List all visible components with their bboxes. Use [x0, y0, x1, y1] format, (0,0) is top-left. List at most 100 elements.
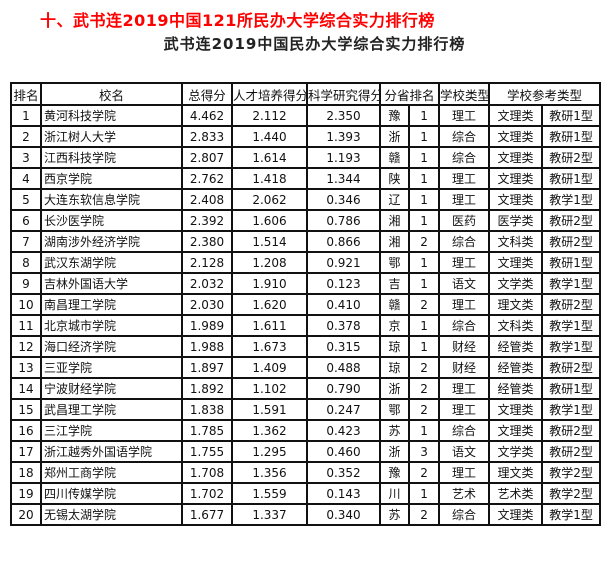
province-cell: 京	[379, 314, 410, 337]
reference-type-cell: 教学1型	[541, 398, 602, 421]
school-type-cell: 语文	[438, 440, 491, 463]
category-cell: 理文类	[488, 293, 544, 316]
category-cell: 文学类	[488, 272, 544, 295]
province-cell: 琼	[379, 356, 410, 379]
reference-type-cell: 教研2型	[541, 146, 602, 169]
research-score-cell: 0.247	[306, 398, 381, 421]
table-row: 19 四川传媒学院 1.702 1.559 0.143 川 1 艺术 艺术类 教学2型	[10, 482, 602, 505]
province-rank-cell: 2	[407, 461, 441, 484]
table-row: 5 大连东软信息学院 2.408 2.062 0.346 辽 1 理工 文理类 教学1型	[10, 188, 602, 211]
rank-cell: 6	[10, 209, 42, 232]
research-score-cell: 0.340	[306, 503, 381, 526]
reference-type-cell: 教研1型	[541, 251, 602, 274]
table-row: 8 武汉东湖学院 2.128 1.208 0.921 鄂 1 理工 文理类 教研1型	[10, 251, 602, 274]
province-cell: 浙	[379, 125, 410, 148]
rank-cell: 16	[10, 419, 42, 442]
table-row: 4 西京学院 2.762 1.418 1.344 陕 1 理工 文理类 教研1型	[10, 167, 602, 190]
rank-cell: 8	[10, 251, 42, 274]
total-score-cell: 2.833	[181, 125, 233, 148]
category-cell: 理文类	[488, 461, 544, 484]
school-type-cell: 综合	[438, 503, 491, 526]
school-type-cell: 综合	[438, 125, 491, 148]
reference-type-cell: 教学1型	[541, 188, 602, 211]
rank-cell: 10	[10, 293, 42, 316]
school-name-cell: 浙江树人大学	[40, 125, 183, 148]
table-row: 15 武昌理工学院 1.838 1.591 0.247 鄂 2 理工 文理类 教学1型	[10, 398, 602, 421]
table-row: 11 北京城市学院 1.989 1.611 0.378 京 1 综合 文科类 教学1型	[10, 314, 602, 337]
province-cell: 豫	[379, 461, 410, 484]
col-rank: 排名	[10, 82, 42, 106]
col-province-rank: 分省排名	[378, 82, 441, 106]
province-rank-cell: 2	[407, 377, 441, 400]
category-cell: 文理类	[488, 167, 544, 190]
province-rank-cell: 1	[407, 419, 441, 442]
research-score-cell: 0.346	[306, 188, 381, 211]
reference-type-cell: 教研2型	[541, 356, 602, 379]
category-cell: 文理类	[488, 104, 544, 127]
reference-type-cell: 教研2型	[541, 293, 602, 316]
school-name-cell: 江西科技学院	[40, 146, 183, 169]
total-score-cell: 1.702	[181, 482, 233, 505]
total-score-cell: 1.838	[181, 398, 233, 421]
talent-score-cell: 1.591	[231, 398, 308, 421]
province-rank-cell: 1	[407, 251, 441, 274]
province-rank-cell: 2	[407, 356, 441, 379]
category-cell: 经管类	[488, 356, 544, 379]
rank-cell: 13	[10, 356, 42, 379]
rank-cell: 15	[10, 398, 42, 421]
total-score-cell: 1.708	[181, 461, 233, 484]
school-name-cell: 黄河科技学院	[40, 104, 183, 127]
category-cell: 文理类	[488, 251, 544, 274]
research-score-cell: 0.786	[306, 209, 381, 232]
talent-score-cell: 1.337	[231, 503, 308, 526]
rank-cell: 14	[10, 377, 42, 400]
research-score-cell: 0.352	[306, 461, 381, 484]
school-name-cell: 大连东软信息学院	[40, 188, 183, 211]
province-rank-cell: 1	[407, 188, 441, 211]
table-row: 1 黄河科技学院 4.462 2.112 2.350 豫 1 理工 文理类 教研1型	[10, 104, 602, 127]
rank-cell: 19	[10, 482, 42, 505]
table-row: 17 浙江越秀外国语学院 1.755 1.295 0.460 浙 3 语文 文学类 教研2型	[10, 440, 602, 463]
talent-score-cell: 1.409	[231, 356, 308, 379]
research-score-cell: 0.123	[306, 272, 381, 295]
reference-type-cell: 教学1型	[541, 272, 602, 295]
school-type-cell: 综合	[438, 230, 491, 253]
category-cell: 经管类	[488, 335, 544, 358]
province-rank-cell: 1	[407, 482, 441, 505]
province-rank-cell: 3	[407, 440, 441, 463]
category-cell: 文理类	[488, 398, 544, 421]
province-rank-cell: 1	[407, 125, 441, 148]
table-row: 3 江西科技学院 2.807 1.614 1.193 赣 1 综合 文理类 教研2型	[10, 146, 602, 169]
talent-score-cell: 1.673	[231, 335, 308, 358]
school-type-cell: 理工	[438, 398, 491, 421]
reference-type-cell: 教学1型	[541, 503, 602, 526]
rank-cell: 2	[10, 125, 42, 148]
total-score-cell: 1.892	[181, 377, 233, 400]
province-cell: 豫	[379, 104, 410, 127]
total-score-cell: 2.380	[181, 230, 233, 253]
province-rank-cell: 1	[407, 335, 441, 358]
reference-type-cell: 教研2型	[541, 440, 602, 463]
school-name-cell: 湖南涉外经济学院	[40, 230, 183, 253]
talent-score-cell: 1.440	[231, 125, 308, 148]
reference-type-cell: 教研2型	[541, 209, 602, 232]
rank-cell: 17	[10, 440, 42, 463]
school-name-cell: 长沙医学院	[40, 209, 183, 232]
school-type-cell: 综合	[438, 419, 491, 442]
province-cell: 鄂	[379, 251, 410, 274]
province-rank-cell: 1	[407, 272, 441, 295]
section-heading: 十、武书连2019中国121所民办大学综合实力排行榜	[40, 11, 435, 30]
col-name: 校名	[40, 82, 183, 106]
research-score-cell: 0.790	[306, 377, 381, 400]
talent-score-cell: 1.910	[231, 272, 308, 295]
table-row: 7 湖南涉外经济学院 2.380 1.514 0.866 湘 2 综合 文科类 教研2型	[10, 230, 602, 253]
table-row: 18 郑州工商学院 1.708 1.356 0.352 豫 2 理工 理文类 教学2型	[10, 461, 602, 484]
reference-type-cell: 教研2型	[541, 419, 602, 442]
total-score-cell: 1.897	[181, 356, 233, 379]
table-row: 6 长沙医学院 2.392 1.606 0.786 湘 1 医药 医学类 教研2型	[10, 209, 602, 232]
total-score-cell: 1.989	[181, 314, 233, 337]
province-cell: 鄂	[379, 398, 410, 421]
rank-cell: 4	[10, 167, 42, 190]
reference-type-cell: 教学1型	[541, 314, 602, 337]
category-cell: 文理类	[488, 503, 544, 526]
